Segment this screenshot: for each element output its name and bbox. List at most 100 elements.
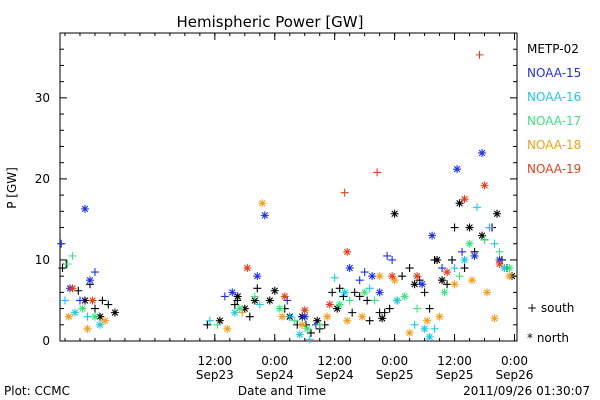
data-point-north	[343, 247, 352, 256]
data-point-south	[205, 316, 214, 325]
data-point-south	[104, 300, 113, 309]
data-point-south	[203, 320, 212, 329]
data-point-north	[88, 296, 97, 305]
data-point-north	[70, 308, 79, 317]
data-point-south	[57, 239, 66, 248]
data-point-south	[305, 335, 314, 344]
data-point-north	[413, 272, 422, 281]
data-point-south	[245, 312, 254, 321]
data-point-north	[465, 239, 474, 248]
data-point-south	[75, 296, 84, 305]
data-point-north	[495, 260, 504, 268]
x-axis-label: Date and Time	[238, 384, 326, 398]
legend-entry: NOAA-16	[527, 90, 581, 104]
data-point-north	[465, 223, 474, 232]
data-point-north	[390, 209, 399, 218]
data-point-north	[333, 304, 342, 313]
marker-legend-entry: * north	[527, 331, 569, 345]
data-point-south	[373, 168, 382, 177]
data-point-north	[275, 304, 284, 313]
data-point-south	[455, 272, 464, 281]
data-point-north	[240, 304, 249, 313]
data-point-north	[390, 276, 399, 285]
data-point-north	[323, 312, 332, 321]
data-point-north	[278, 312, 287, 321]
data-point-south	[425, 304, 434, 313]
data-point-south	[365, 284, 374, 293]
data-point-north	[393, 296, 402, 305]
x-tick-date: Sep26	[496, 368, 534, 382]
data-point-south	[485, 223, 494, 232]
data-point-north	[505, 272, 514, 281]
data-point-north	[428, 231, 437, 240]
data-point-south	[328, 288, 337, 297]
data-point-north	[228, 288, 237, 297]
data-point-north	[468, 276, 477, 285]
data-point-north	[83, 324, 92, 333]
data-point-south	[335, 284, 344, 293]
data-point-south	[413, 304, 422, 313]
y-tick-label: 20	[35, 172, 50, 186]
data-point-north	[375, 288, 384, 297]
data-point-north	[233, 292, 242, 301]
x-tick-date: Sep24	[256, 368, 294, 382]
data-point-south	[290, 316, 299, 325]
data-point-north	[478, 231, 487, 240]
data-point-south	[420, 288, 429, 297]
data-point-north	[453, 165, 462, 174]
data-point-north	[335, 300, 344, 309]
data-point-south	[60, 296, 69, 305]
legend-entry: NOAA-19	[527, 162, 581, 176]
data-point-north	[270, 286, 279, 295]
data-point-south	[230, 300, 239, 309]
data-point-north	[375, 272, 384, 281]
data-point-north	[493, 209, 502, 218]
data-point-south	[98, 296, 107, 305]
x-tick-label: 12:00	[198, 354, 233, 368]
data-point-north	[80, 296, 89, 305]
data-point-north	[490, 314, 499, 323]
data-point-south	[385, 304, 394, 313]
data-point-north	[343, 316, 352, 325]
data-point-north	[223, 324, 232, 333]
chart-title: Hemispheric Power [GW]	[177, 13, 364, 31]
data-point-north	[340, 288, 349, 297]
x-tick-date: Sep25	[376, 368, 414, 382]
data-point-south	[350, 288, 359, 297]
data-point-north	[440, 288, 449, 297]
data-point-north	[345, 264, 354, 273]
data-point-north	[230, 308, 239, 317]
data-point-north	[250, 296, 259, 305]
data-point-north	[295, 330, 304, 339]
data-point-south	[306, 328, 315, 337]
data-point-south	[253, 284, 262, 293]
data-point-north	[460, 195, 469, 204]
data-point-north	[388, 272, 397, 281]
data-point-north	[300, 306, 309, 315]
data-point-south	[415, 276, 424, 285]
data-point-north	[378, 314, 387, 323]
data-point-north	[418, 280, 427, 289]
data-point-north	[95, 312, 104, 321]
data-point-south	[285, 312, 294, 321]
data-point-south	[405, 264, 414, 273]
data-point-north	[470, 251, 479, 260]
legend: METP-02 NOAA-15 NOAA-16 NOAA-17 NOAA-18 NOAA-…	[527, 42, 581, 345]
data-point-north	[110, 308, 119, 317]
plot-credit: Plot: CCMC	[4, 384, 70, 398]
data-point-north	[505, 264, 514, 273]
timestamp: 2011/09/26 01:30:07	[463, 384, 590, 398]
data-point-north	[260, 211, 269, 220]
y-tick-label: 10	[35, 253, 50, 267]
data-point-south	[238, 308, 247, 317]
y-tick-label: 30	[35, 91, 50, 105]
x-tick-label: 0:00	[381, 354, 408, 368]
data-point-north	[435, 312, 444, 321]
data-point-south	[363, 296, 372, 305]
data-point-south	[495, 247, 504, 256]
data-point-south	[473, 203, 482, 212]
data-point-north	[360, 288, 369, 297]
data-points-group	[57, 50, 517, 344]
data-point-south	[340, 188, 349, 197]
data-point-north	[425, 332, 434, 341]
